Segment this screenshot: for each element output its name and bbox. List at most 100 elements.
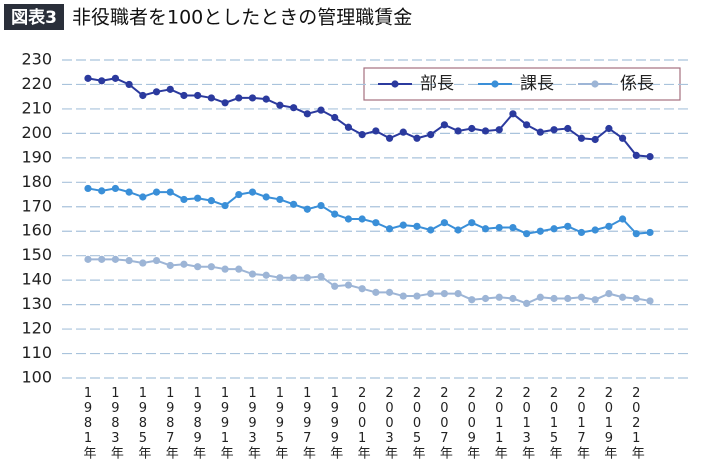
data-point — [235, 265, 243, 273]
data-point — [413, 222, 421, 230]
data-point — [98, 77, 106, 85]
data-point — [262, 193, 270, 201]
x-tick-label: 1991年 — [218, 386, 234, 459]
legend-marker — [391, 80, 399, 88]
data-point — [550, 294, 558, 303]
y-tick-label: 160 — [21, 221, 52, 240]
data-point — [481, 294, 490, 303]
data-point — [276, 101, 284, 109]
data-point — [221, 99, 229, 107]
data-point — [427, 131, 435, 139]
data-point — [372, 288, 380, 296]
x-tick-label: 1995年 — [272, 386, 288, 459]
y-tick-label: 140 — [21, 270, 52, 289]
data-point — [125, 80, 133, 89]
data-point — [550, 225, 558, 233]
data-point — [344, 281, 353, 289]
data-point — [235, 94, 243, 102]
data-point — [523, 230, 531, 238]
data-point — [523, 299, 531, 307]
data-point — [125, 188, 133, 196]
data-point — [399, 128, 407, 136]
x-tick-label: 2007年 — [437, 386, 453, 459]
data-point — [194, 194, 202, 202]
y-tick-label: 170 — [21, 196, 52, 215]
data-point — [468, 296, 476, 304]
y-tick-label: 200 — [21, 123, 52, 142]
data-point — [440, 290, 448, 298]
y-tick-label: 190 — [21, 147, 52, 166]
data-point — [235, 190, 243, 199]
data-point — [577, 134, 586, 142]
legend-marker — [591, 80, 599, 88]
legend-marker — [491, 80, 499, 88]
data-point — [646, 297, 654, 305]
data-point — [646, 228, 654, 237]
data-point — [536, 293, 544, 301]
y-tick-label: 150 — [21, 245, 52, 264]
y-tick-label: 220 — [21, 74, 52, 93]
data-point — [413, 292, 421, 300]
data-point — [221, 265, 229, 273]
data-point — [207, 197, 215, 205]
data-point — [372, 219, 380, 227]
y-tick-label: 230 — [21, 50, 52, 69]
data-point — [84, 74, 92, 82]
data-point — [248, 270, 257, 278]
data-point — [577, 293, 586, 301]
legend-label: 部長 — [420, 74, 454, 94]
data-point — [632, 294, 640, 303]
data-point — [139, 91, 147, 100]
x-tick-label: 1993年 — [245, 386, 260, 459]
x-tick-label: 1987年 — [163, 386, 179, 459]
data-point — [344, 215, 353, 223]
y-tick-label: 180 — [21, 172, 52, 191]
data-point — [605, 222, 613, 230]
data-point — [481, 127, 490, 135]
data-point — [536, 227, 544, 235]
data-point — [550, 126, 558, 134]
data-point — [632, 230, 640, 238]
x-tick-label: 1981年 — [81, 386, 97, 459]
data-point — [331, 282, 339, 290]
data-point — [207, 263, 215, 271]
data-point — [646, 153, 654, 161]
data-point — [248, 188, 257, 196]
data-point — [454, 226, 462, 234]
data-point — [427, 290, 435, 298]
data-point — [591, 296, 599, 304]
data-point — [276, 195, 284, 204]
data-point — [303, 205, 311, 213]
data-point — [605, 124, 613, 133]
x-tick-label: 1997年 — [300, 386, 316, 459]
data-point — [152, 188, 161, 196]
data-point — [98, 255, 106, 263]
data-point — [523, 121, 531, 129]
data-point — [358, 215, 366, 223]
data-point — [303, 110, 311, 118]
data-point — [194, 91, 202, 100]
x-tick-label: 2001年 — [355, 386, 371, 459]
x-tick-label: 2011年 — [492, 386, 508, 459]
data-point — [481, 225, 490, 233]
data-point — [564, 124, 572, 133]
y-tick-label: 130 — [21, 294, 52, 313]
data-point — [111, 255, 120, 263]
data-point — [194, 263, 202, 271]
data-point — [618, 293, 627, 301]
x-tick-label: 2021年 — [629, 386, 645, 459]
y-tick-label: 210 — [21, 98, 52, 117]
data-point — [358, 285, 366, 293]
badge-box — [4, 4, 64, 30]
data-point — [509, 110, 517, 118]
x-tick-label: 1983年 — [108, 386, 124, 459]
data-point — [385, 134, 394, 142]
data-point — [385, 288, 394, 296]
badge: 図表3 — [11, 7, 57, 28]
data-point — [152, 256, 161, 265]
data-point — [125, 256, 133, 265]
y-tick-label: 100 — [21, 368, 52, 387]
data-point — [317, 106, 325, 114]
y-tick-label: 110 — [21, 343, 52, 362]
